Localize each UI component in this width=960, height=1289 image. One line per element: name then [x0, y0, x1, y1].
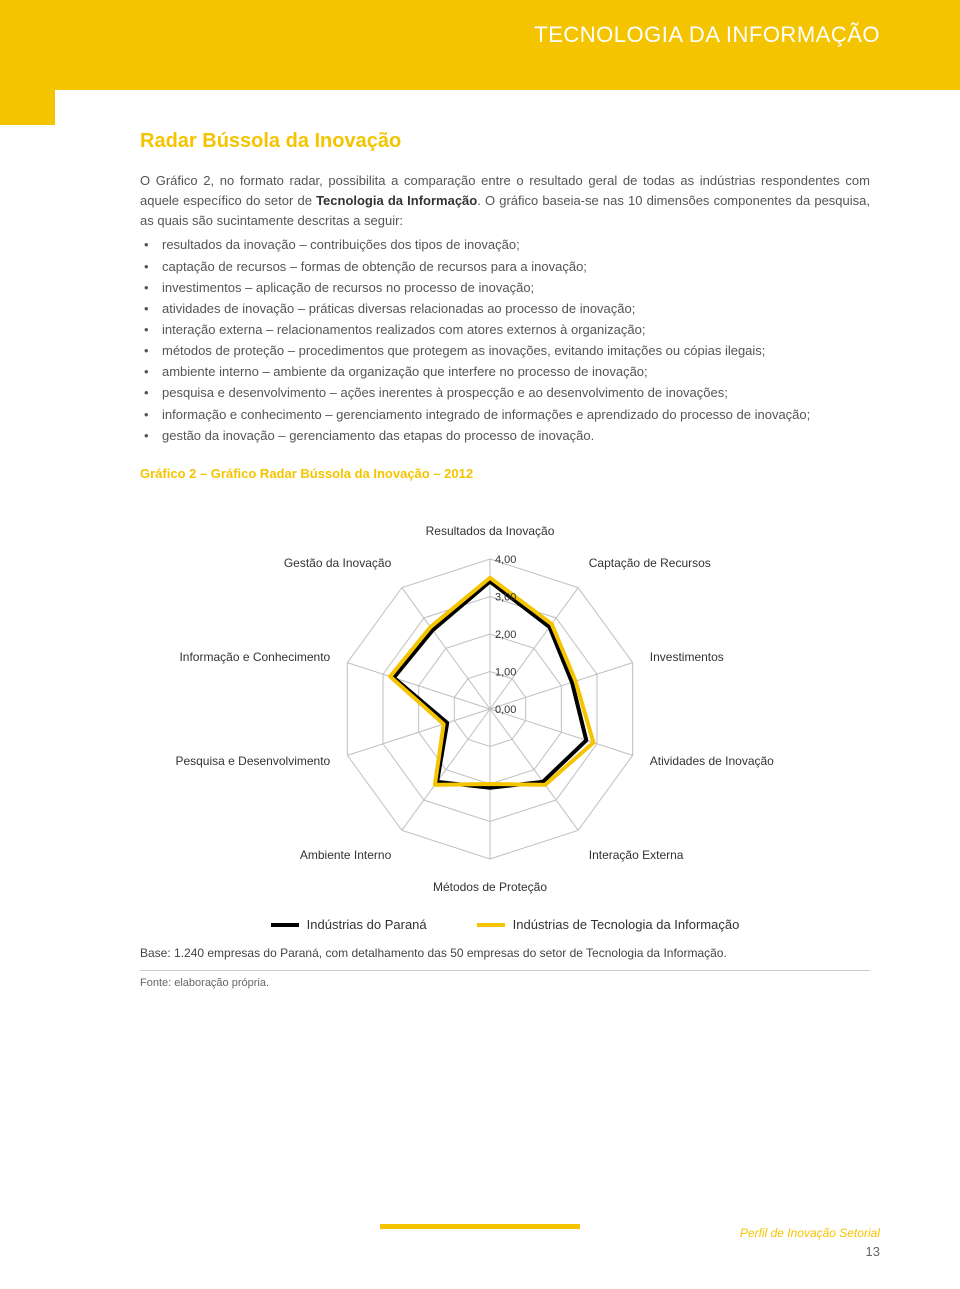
list-item: métodos de proteção – procedimentos que …: [162, 341, 870, 361]
list-item: investimentos – aplicação de recursos no…: [162, 278, 870, 298]
dimension-list: resultados da inovação – contribuições d…: [140, 235, 870, 445]
svg-text:Pesquisa e Desenvolvimento: Pesquisa e Desenvolvimento: [175, 754, 330, 768]
header-band: TECNOLOGIA DA INFORMAÇÃO: [0, 0, 960, 90]
list-item: pesquisa e desenvolvimento – ações inere…: [162, 383, 870, 403]
svg-text:Resultados da Inovação: Resultados da Inovação: [426, 524, 555, 538]
section-title: Radar Bússola da Inovação: [140, 130, 870, 153]
list-item: captação de recursos – formas de obtençã…: [162, 257, 870, 277]
svg-text:0,00: 0,00: [495, 704, 516, 716]
radar-chart: 0,00 1,00 2,00 3,00 4,00 Resultados da Inovaç…: [130, 489, 850, 909]
legend-item: Indústrias de Tecnologia da Informação: [477, 917, 740, 932]
list-item: informação e conhecimento – gerenciament…: [162, 405, 870, 425]
svg-text:Ambiente Interno: Ambiente Interno: [300, 848, 392, 862]
svg-text:2,00: 2,00: [495, 629, 516, 641]
svg-text:Métodos de Proteção: Métodos de Proteção: [433, 880, 547, 894]
svg-text:Investimentos: Investimentos: [650, 650, 724, 664]
svg-text:Captação de Recursos: Captação de Recursos: [589, 556, 711, 570]
legend-label: Indústrias de Tecnologia da Informação: [513, 917, 740, 932]
legend-item: Indústrias do Paraná: [271, 917, 427, 932]
chart-title: Gráfico 2 – Gráfico Radar Bússola da Ino…: [140, 466, 870, 481]
side-band: [0, 90, 55, 125]
svg-text:Informação e Conhecimento: Informação e Conhecimento: [179, 650, 330, 664]
legend-label: Indústrias do Paraná: [307, 917, 427, 932]
source-note: Fonte: elaboração própria.: [140, 970, 870, 989]
legend-swatch-ti: [477, 923, 505, 927]
svg-text:3,00: 3,00: [495, 591, 516, 603]
radar-svg: 0,00 1,00 2,00 3,00 4,00 Resultados da Inovaç…: [130, 489, 850, 909]
legend: Indústrias do Paraná Indústrias de Tecno…: [140, 917, 870, 932]
svg-text:4,00: 4,00: [495, 554, 516, 566]
list-item: atividades de inovação – práticas divers…: [162, 299, 870, 319]
footer-title: Perfil de Inovação Setorial: [740, 1226, 880, 1240]
svg-text:1,00: 1,00: [495, 666, 516, 678]
svg-text:Interação Externa: Interação Externa: [589, 848, 684, 862]
svg-text:Gestão da Inovação: Gestão da Inovação: [284, 556, 392, 570]
list-item: interação externa – relacionamentos real…: [162, 320, 870, 340]
legend-swatch-parana: [271, 923, 299, 927]
list-item: resultados da inovação – contribuições d…: [162, 235, 870, 255]
footer-band: [380, 1224, 580, 1229]
page-number: 13: [740, 1244, 880, 1259]
list-item: ambiente interno – ambiente da organizaç…: [162, 362, 870, 382]
content-area: Radar Bússola da Inovação O Gráfico 2, n…: [0, 90, 960, 989]
footer: Perfil de Inovação Setorial 13: [740, 1226, 880, 1259]
base-note: Base: 1.240 empresas do Paraná, com deta…: [140, 946, 870, 960]
list-item: gestão da inovação – gerenciamento das e…: [162, 426, 870, 446]
header-label: TECNOLOGIA DA INFORMAÇÃO: [534, 22, 880, 48]
svg-text:Atividades de Inovação: Atividades de Inovação: [650, 754, 774, 768]
intro-bold: Tecnologia da Informação: [316, 193, 477, 208]
intro-paragraph: O Gráfico 2, no formato radar, possibili…: [140, 171, 870, 231]
